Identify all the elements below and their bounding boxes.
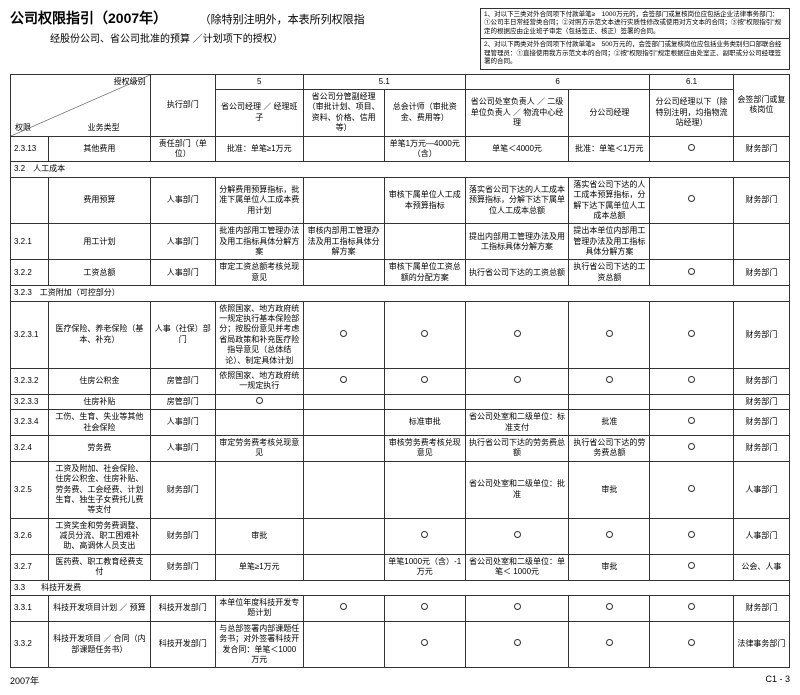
note-2: 2、对以下两类对外合同项下付款单笔≥ 500万元的，会签部门或复核岗位应包括业务… xyxy=(481,39,789,68)
table-row: 3.3.1科技开发项目计划 ／ 预算科技开发部门 本单位年度科技开发专题计划 财… xyxy=(11,596,790,622)
section-row: 3.3 科技开发费 xyxy=(11,580,790,595)
page-title: 公司权限指引（2007年） xyxy=(10,10,167,26)
col-6a: 省公司处室负责人 ／ 二级单位负责人 ／ 物流中心经理 xyxy=(465,90,569,137)
table-row: 3.2.5工资及附加、社会保险、住房公积金、住房补贴、劳务费、工会经费、计划生育… xyxy=(11,461,790,518)
footer: 2007年 C1 - 3 xyxy=(10,674,790,687)
col-51b: 总会计师（审批资金、费用等） xyxy=(384,90,465,137)
col-5h: 省公司经理 ／ 经理班子 xyxy=(215,90,303,137)
col-51: 5.1 xyxy=(303,74,465,89)
section-row: 3.2 人工成本 xyxy=(11,162,790,177)
table-row: 3.2.3.2住房公积金房管部门 依照国家、地方政府统一规定执行 财务部门 xyxy=(11,369,790,395)
col-61: 6.1 xyxy=(650,74,733,89)
section-row: 3.2.3 工资附加（可控部分） xyxy=(11,286,790,301)
col-61h: 分公司经理以下（除特别注明，均指物流站经理） xyxy=(650,90,733,137)
col-dept: 执行部门 xyxy=(150,74,215,136)
table-row: 3.2.3.4工伤、生育、失业等其他社会保险人事部门 标准审批 省公司处室和二级… xyxy=(11,410,790,436)
diag-header: 授权级别 权限 业务类型 xyxy=(11,74,151,136)
table-row: 3.2.2工资总额人事部门 审定工资总额考核兑现意见审核下属单位工资总额的分配方… xyxy=(11,260,790,286)
table-row: 3.2.1用工计划人事部门 批准内部用工管理办法及用工指标具体分解方案审核内部用… xyxy=(11,224,790,260)
authority-table: 授权级别 权限 业务类型 执行部门 5 5.1 6 6.1 会签部门或复核岗位 … xyxy=(10,74,790,669)
table-row: 3.2.3.3住房补贴房管部门 财务部门 xyxy=(11,394,790,409)
table-row: 3.2.6工资奖金和劳务费调整、减员分流、职工困难补助、高调休人员支出财务部门 … xyxy=(11,518,790,554)
table-row: 3.3.2科技开发项目 ／ 合同（内部课题任务书）科技开发部门 与总部签署内部课… xyxy=(11,621,790,668)
page-subtitle: （除特别注明外，本表所列权限指 xyxy=(200,14,365,26)
page-subnote: 经股份公司、省公司批准的预算 ／计划项下的授权） xyxy=(50,30,365,45)
note-1: 1、对以下三类对外合同项下付款单笔≥ 1000万元的，会签部门或复核岗位应包括企… xyxy=(481,9,789,39)
col-6: 6 xyxy=(465,74,650,89)
table-row: 3.2.3.1医疗保险、养老保险（基本、补充）人事（社保）部门 依照国家、地方政… xyxy=(11,301,790,368)
col-6b: 分公司经理 xyxy=(569,90,650,137)
table-row: 3.2.4劳务费人事部门 审定劳务费考核兑现意见审核劳务费考核兑现意见 执行省公… xyxy=(11,435,790,461)
col-5: 5 xyxy=(215,74,303,89)
footer-left: 2007年 xyxy=(10,674,39,687)
table-row: 2.3.13其他费用责任部门（单位） 批准：单笔≥1万元单笔1万元—4000元（… xyxy=(11,136,790,162)
table-row: 费用预算人事部门 分解费用预算指标，批准下属单位人工成本费用计划审核下属单位人工… xyxy=(11,177,790,224)
header-notes: 1、对以下三类对外合同项下付款单笔≥ 1000万元的，会签部门或复核岗位应包括企… xyxy=(480,8,790,70)
table-row: 3.2.7医药费、职工教育经费支付财务部门 单笔≥1万元单笔1000元（含）-1… xyxy=(11,554,790,580)
footer-right: C1 - 3 xyxy=(765,674,790,687)
col-last: 会签部门或复核岗位 xyxy=(733,74,789,136)
col-51a: 省公司分管副经理（审批计划、项目、资料、价格、信用等） xyxy=(303,90,384,137)
